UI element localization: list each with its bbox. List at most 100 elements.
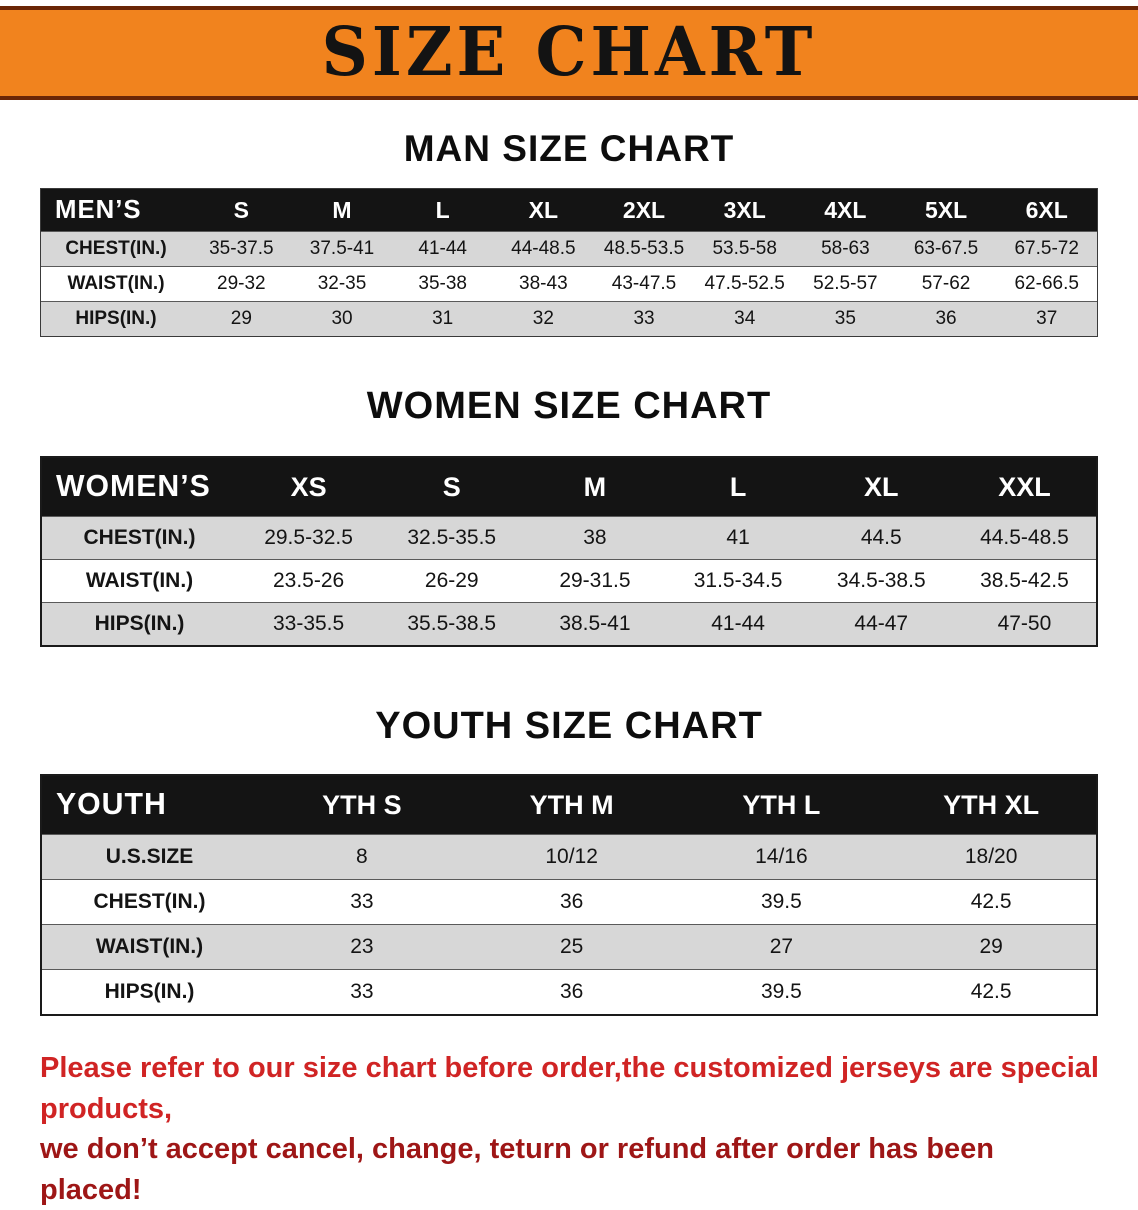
size-value: 52.5-57: [813, 273, 878, 294]
table-row: CHEST(IN.) 29.5-32.5 32.5-35.5 38 41 44.5 44.5…: [42, 516, 1096, 559]
size-value: 18/20: [964, 845, 1018, 868]
table-row: HIPS(IN.) 29 30 31 32 33 34 35 36 37: [41, 301, 1097, 336]
page-title: SIZE CHART: [321, 13, 817, 92]
size-value: 43-47.5: [611, 273, 677, 294]
size-value: 62-66.5: [1014, 273, 1079, 294]
table-row: U.S.SIZE 8 10/12 14/16 18/20: [42, 834, 1096, 879]
table-row: WAIST(IN.) 23 25 27 29: [42, 924, 1096, 969]
size-value: 58-63: [821, 238, 870, 259]
size-value: 29: [230, 308, 252, 329]
footer-note-line2: we don’t accept cancel, change, teturn o…: [40, 1133, 994, 1206]
table-row: CHEST(IN.) 35-37.5 37.5-41 41-44 44-48.5 48.5…: [41, 231, 1097, 266]
mens-size-table: MEN’S S M L XL 2XL 3XL 4XL 5XL 6XL CHEST(IN.) 35-37…: [40, 188, 1098, 337]
size-column-header: XL: [528, 196, 559, 223]
table-row: WAIST(IN.) 29-32 32-35 35-38 38-43 43-47.5 47.…: [41, 266, 1097, 301]
size-value: 32.5-35.5: [407, 526, 497, 549]
row-label: CHEST(IN.): [93, 890, 206, 913]
size-value: 33: [350, 890, 374, 913]
size-value: 26-29: [424, 569, 479, 592]
youth-section: YOUTH SIZE CHART YOUTH YTH S YTH M YTH L YTH…: [0, 705, 1138, 1016]
size-value: 53.5-58: [712, 238, 777, 259]
size-column-header: YTH S: [322, 789, 402, 820]
youth-size-table: YOUTH YTH S YTH M YTH L YTH XL U.S.SIZE 8 10/12…: [40, 774, 1098, 1016]
table-header-row: WOMEN’S XS S M L XL XXL: [42, 458, 1096, 516]
size-value: 33: [633, 308, 655, 329]
size-value: 36: [559, 890, 584, 913]
size-column-header: XS: [290, 471, 327, 502]
size-value: 38.5-42.5: [980, 569, 1069, 592]
size-column-header: YTH M: [529, 789, 614, 820]
size-value: 23: [350, 935, 374, 958]
size-value: 35-38: [418, 273, 467, 294]
row-label: HIPS(IN.): [75, 308, 157, 329]
youth-section-heading: YOUTH SIZE CHART: [375, 705, 763, 747]
size-value: 41: [726, 526, 750, 549]
size-value: 57-62: [921, 273, 971, 294]
size-value: 30: [331, 308, 353, 329]
table-corner-label: YOUTH: [56, 788, 167, 821]
size-value: 48.5-53.5: [603, 238, 685, 259]
size-chart-banner: SIZE CHART: [0, 6, 1138, 100]
size-value: 33-35.5: [272, 612, 345, 635]
size-value: 44.5: [860, 526, 902, 549]
size-column-header: 5XL: [924, 196, 968, 223]
size-value: 34.5-38.5: [836, 569, 926, 592]
size-column-header: 6XL: [1025, 196, 1068, 223]
size-value: 31.5-34.5: [693, 569, 783, 592]
size-column-header: L: [435, 196, 450, 223]
size-value: 41-44: [418, 238, 467, 259]
men-section: MAN SIZE CHART MEN’S S M L XL 2XL 3XL 4XL 5XL 6XL…: [0, 128, 1138, 337]
size-value: 38-43: [519, 273, 568, 294]
women-section: WOMEN SIZE CHART WOMEN’S XS S M L XL XXL CHEST(…: [0, 385, 1138, 647]
size-value: 8: [356, 845, 368, 868]
size-value: 32-35: [317, 273, 367, 294]
size-value: 44.5-48.5: [980, 526, 1069, 549]
row-label: CHEST(IN.): [65, 238, 167, 259]
size-value: 37.5-41: [309, 238, 375, 259]
row-label: WAIST(IN.): [67, 273, 165, 294]
size-value: 39.5: [760, 980, 802, 1003]
size-column-header: M: [583, 471, 607, 502]
size-value: 38: [583, 526, 607, 549]
size-value: 29-32: [217, 273, 266, 294]
row-label: HIPS(IN.): [94, 612, 185, 635]
size-value: 38.5-41: [559, 612, 631, 635]
size-value: 36: [935, 308, 957, 329]
table-corner-label: WOMEN’S: [56, 470, 211, 503]
size-value: 29-31.5: [559, 569, 631, 592]
size-column-header: XL: [864, 471, 899, 502]
row-label: HIPS(IN.): [104, 980, 195, 1003]
footer-note: Please refer to our size chart before or…: [40, 1048, 1100, 1210]
size-value: 42.5: [970, 890, 1012, 913]
size-value: 25: [559, 935, 584, 958]
men-section-heading: MAN SIZE CHART: [403, 128, 735, 169]
size-column-header: 2XL: [622, 196, 666, 223]
table-corner-label: MEN’S: [55, 195, 142, 224]
size-column-header: M: [332, 196, 352, 223]
size-value: 42.5: [970, 980, 1012, 1003]
size-value: 10/12: [545, 845, 598, 868]
size-column-header: S: [233, 196, 249, 223]
size-value: 63-67.5: [913, 238, 979, 259]
size-value: 36: [559, 980, 584, 1003]
size-value: 44-47: [854, 612, 909, 635]
women-section-heading: WOMEN SIZE CHART: [366, 385, 772, 427]
size-value: 33: [350, 980, 374, 1003]
table-header-row: MEN’S S M L XL 2XL 3XL 4XL 5XL 6XL: [41, 189, 1097, 231]
size-column-header: YTH L: [742, 789, 821, 820]
row-label: WAIST(IN.): [85, 569, 194, 592]
size-value: 44-48.5: [511, 238, 576, 259]
size-value: 35.5-38.5: [407, 612, 497, 635]
size-value: 27: [769, 935, 794, 958]
size-value: 29.5-32.5: [264, 526, 353, 549]
size-value: 67.5-72: [1014, 238, 1079, 259]
size-value: 32: [532, 308, 554, 329]
size-value: 47.5-52.5: [704, 273, 785, 294]
size-value: 35: [834, 308, 856, 329]
table-row: HIPS(IN.) 33 36 39.5 42.5: [42, 969, 1096, 1014]
size-column-header: 4XL: [824, 196, 867, 223]
size-value: 47-50: [997, 612, 1052, 635]
womens-size-table: WOMEN’S XS S M L XL XXL CHEST(IN.) 29.5-32.5 32.5…: [40, 456, 1098, 647]
size-value: 29: [979, 935, 1003, 958]
row-label: U.S.SIZE: [105, 845, 194, 868]
